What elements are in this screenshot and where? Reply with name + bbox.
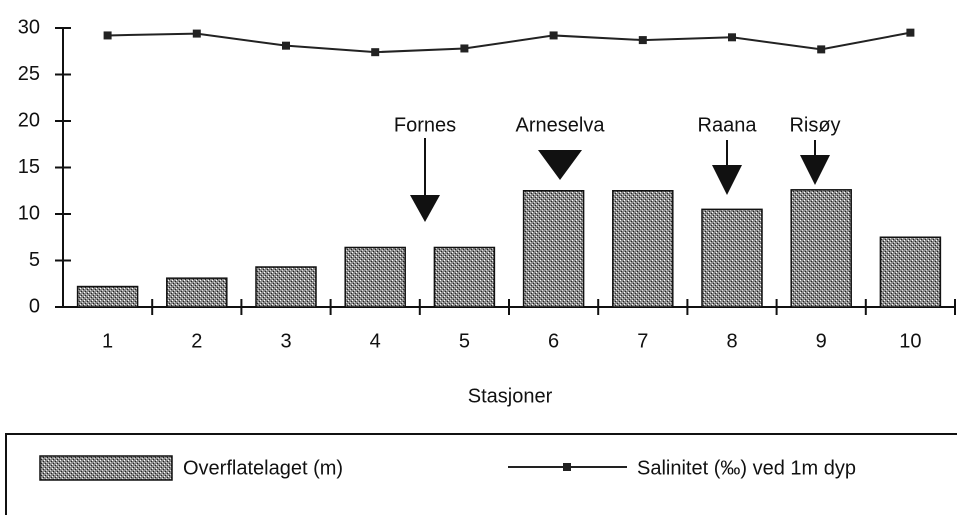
arrow-head bbox=[800, 155, 830, 185]
bar bbox=[255, 266, 317, 308]
legend-label: Overflatelaget (m) bbox=[183, 457, 343, 479]
marker bbox=[638, 36, 647, 45]
bar bbox=[701, 208, 763, 308]
legend-box bbox=[5, 433, 957, 515]
x-tick-label: 2 bbox=[191, 330, 202, 352]
bar bbox=[612, 190, 674, 308]
y-tick-label: 0 bbox=[29, 295, 40, 317]
x-tick-label: 5 bbox=[459, 330, 470, 352]
x-tick-label: 6 bbox=[548, 330, 559, 352]
marker bbox=[371, 48, 380, 57]
marker bbox=[103, 31, 112, 40]
legend-swatch bbox=[39, 455, 173, 481]
bar bbox=[344, 246, 406, 308]
x-tick-label: 1 bbox=[102, 330, 113, 352]
marker bbox=[728, 33, 736, 42]
legend-swatch bbox=[563, 463, 571, 471]
y-tick-label: 20 bbox=[18, 109, 40, 131]
x-tick-label: 4 bbox=[370, 330, 381, 352]
y-tick-label: 10 bbox=[18, 202, 40, 224]
line bbox=[107, 31, 911, 54]
annotation: Raana bbox=[698, 114, 758, 136]
y-tick-label: 25 bbox=[18, 63, 40, 85]
legend-label: Salinitet (‰) ved 1m dyp bbox=[637, 457, 856, 479]
x-tick-label: 7 bbox=[637, 330, 648, 352]
annotation: Fornes bbox=[394, 114, 456, 136]
arrow-head bbox=[410, 195, 440, 222]
bar bbox=[76, 285, 139, 308]
bar bbox=[166, 277, 228, 308]
marker bbox=[460, 44, 469, 53]
bar bbox=[433, 246, 496, 308]
marker bbox=[549, 31, 558, 40]
marker bbox=[817, 45, 826, 54]
x-tick-label: 8 bbox=[726, 330, 737, 352]
annotation: Arneselva bbox=[516, 114, 606, 136]
arrow-head bbox=[538, 150, 582, 180]
marker bbox=[282, 41, 290, 50]
y-tick-label: 5 bbox=[29, 249, 40, 271]
arrow-head bbox=[712, 165, 742, 195]
bar bbox=[790, 189, 852, 308]
y-tick-label: 15 bbox=[18, 156, 40, 178]
marker bbox=[906, 28, 915, 37]
x-axis-label: Stasjoner bbox=[468, 385, 553, 407]
y-tick-label: 30 bbox=[18, 16, 40, 38]
x-tick-label: 10 bbox=[899, 330, 921, 352]
x-tick-label: 3 bbox=[280, 330, 291, 352]
marker bbox=[192, 29, 201, 38]
annotation: Risøy bbox=[789, 114, 840, 136]
bar bbox=[879, 236, 942, 308]
x-tick-label: 9 bbox=[816, 330, 827, 352]
bar bbox=[522, 190, 585, 308]
